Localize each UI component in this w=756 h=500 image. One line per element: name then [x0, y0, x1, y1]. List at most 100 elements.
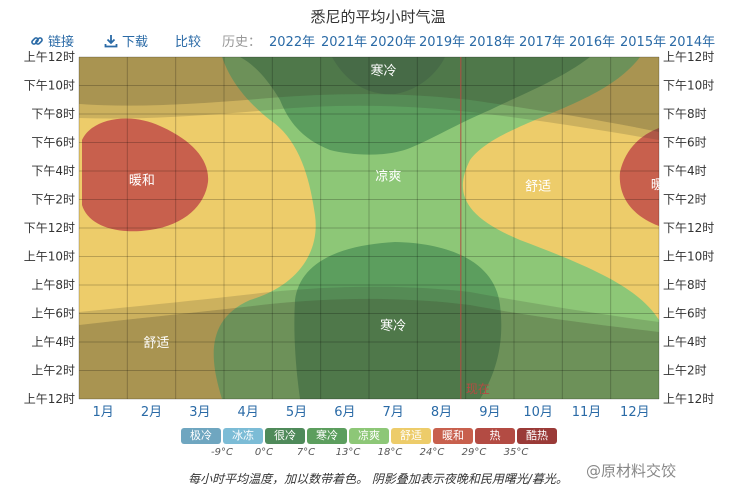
history-year-link[interactable]: 2016年 — [569, 35, 616, 50]
y-tick-label: 上午2时 — [31, 364, 75, 378]
x-tick-label: 4月 — [238, 405, 259, 420]
x-tick-label: 12月 — [620, 405, 650, 420]
band-warm-right — [619, 128, 659, 226]
y-tick-label: 下午4时 — [663, 164, 707, 178]
history-year-link[interactable]: 2021年 — [321, 35, 368, 50]
download-label: 下载 — [122, 35, 149, 50]
legend-threshold: 29°C — [461, 447, 487, 458]
history-year-link[interactable]: 2014年 — [669, 35, 716, 50]
history-year-link[interactable]: 2015年 — [620, 35, 667, 50]
legend-swatch: 极冷 — [181, 428, 221, 444]
history-year-link[interactable]: 2020年 — [370, 35, 417, 50]
y-tick-label: 上午12时 — [24, 50, 75, 64]
y-tick-label: 上午6时 — [663, 307, 707, 321]
x-tick-label: 5月 — [286, 405, 307, 420]
history-year-link[interactable]: 2022年 — [269, 35, 316, 50]
y-ticks-left: 上午12时上午2时上午4时上午6时上午8时上午10时下午12时下午2时下午4时下… — [24, 50, 75, 406]
x-tick-label: 3月 — [189, 405, 210, 420]
link-button[interactable]: 链接 — [30, 31, 74, 50]
y-tick-label: 上午4时 — [31, 335, 75, 349]
y-tick-label: 下午2时 — [663, 193, 707, 207]
y-tick-label: 下午10时 — [24, 79, 75, 93]
y-tick-label: 下午8时 — [31, 107, 75, 121]
y-tick-label: 下午10时 — [663, 79, 714, 93]
night-shade-top — [79, 57, 659, 132]
link-icon — [31, 37, 43, 45]
region-label: 凉爽 — [375, 169, 401, 184]
legend-swatch: 寒冷 — [307, 428, 347, 444]
now-marker-label: 现在 — [466, 382, 490, 396]
legend-threshold: 35°C — [503, 447, 529, 458]
download-button[interactable]: 下载 — [104, 31, 148, 50]
history-year-link[interactable]: 2018年 — [469, 35, 516, 50]
legend-threshold: -9°C — [211, 447, 233, 458]
legend-swatch: 热 — [475, 428, 515, 444]
legend-swatch: 冰冻 — [223, 428, 263, 444]
chart-caption: 每小时平均温度，加以数带着色。 阴影叠加表示夜晚和民用曙光/暮光。 — [188, 472, 568, 486]
y-tick-label: 上午8时 — [31, 278, 75, 292]
x-tick-label: 1月 — [93, 405, 114, 420]
y-tick-label: 下午12时 — [663, 221, 714, 235]
legend-threshold: 0°C — [254, 447, 274, 458]
history-year-link[interactable]: 2017年 — [519, 35, 566, 50]
y-tick-label: 上午2时 — [663, 364, 707, 378]
x-tick-label: 7月 — [383, 405, 404, 420]
link-label: 链接 — [48, 35, 75, 50]
legend-swatch: 舒适 — [391, 428, 431, 444]
y-tick-label: 下午8时 — [663, 107, 707, 121]
region-label: 舒适 — [525, 179, 551, 194]
y-tick-label: 下午4时 — [31, 164, 75, 178]
chart-toolbar: 链接 下载 比较 历史： 2022年 2021年 2020年 2019年 2018年 20… — [0, 31, 756, 51]
x-tick-label: 11月 — [572, 405, 602, 420]
legend-threshold: 24°C — [419, 447, 445, 458]
y-tick-label: 下午6时 — [663, 136, 707, 150]
region-label: 舒适 — [143, 336, 169, 351]
twilight-shade-bottom — [79, 286, 659, 332]
x-tick-label: 10月 — [523, 405, 553, 420]
x-tick-label: 2月 — [141, 405, 162, 420]
y-tick-label: 下午2时 — [31, 193, 75, 207]
region-label: 寒冷 — [380, 318, 406, 334]
region-label: 暖和 — [129, 174, 155, 189]
y-tick-label: 上午8时 — [663, 278, 707, 292]
chart-title: 悉尼的平均小时气温 — [310, 8, 446, 26]
legend-swatch: 凉爽 — [349, 428, 389, 444]
legend-swatch: 酷热 — [517, 428, 557, 444]
watermark: @原材料交饺 — [586, 462, 677, 480]
compare-button[interactable]: 比较 — [175, 35, 202, 50]
y-tick-label: 上午12时 — [663, 392, 714, 406]
temperature-legend: 极冷 冰冻 很冷 寒冷 凉爽 舒适 暖和热酷热 -9°C 0°C 7°C 13°C 18°C 24°C 2… — [0, 428, 756, 460]
region-label: 寒冷 — [370, 63, 396, 79]
band-cold-top — [240, 57, 590, 155]
y-tick-label: 下午12时 — [24, 221, 75, 235]
history-label: 历史： — [222, 35, 262, 50]
y-tick-label: 上午12时 — [24, 392, 75, 406]
y-tick-label: 上午12时 — [663, 50, 714, 64]
twilight-shade-top — [79, 94, 659, 140]
y-ticks-right: 上午12时上午2时上午4时上午6时上午8时上午10时下午12时下午2时下午4时下… — [663, 50, 714, 406]
legend-swatch: 很冷 — [265, 428, 305, 444]
band-warm-left — [82, 118, 209, 232]
region-label: 暖和 — [651, 178, 677, 193]
night-shade-bottom — [79, 298, 659, 399]
heatmap-bands — [79, 57, 659, 399]
legend-swatch: 暖和 — [433, 428, 473, 444]
legend-threshold: 18°C — [377, 447, 403, 458]
x-tick-label: 8月 — [431, 405, 452, 420]
x-ticks: 1月 2月 3月 4月 5月 6月 7月 8月 9月 10月 11月 12月 — [93, 405, 650, 420]
x-tick-label: 6月 — [334, 405, 355, 420]
x-tick-label: 9月 — [479, 405, 500, 420]
legend-threshold: 13°C — [335, 447, 361, 458]
legend-threshold: 7°C — [296, 447, 316, 458]
y-tick-label: 上午4时 — [663, 335, 707, 349]
history-year-link[interactable]: 2019年 — [419, 35, 466, 50]
y-tick-label: 上午10时 — [24, 250, 75, 264]
y-tick-label: 上午6时 — [31, 307, 75, 321]
band-cold-bottom — [294, 242, 502, 399]
band-very-cold — [332, 57, 445, 95]
y-tick-label: 上午10时 — [663, 250, 714, 264]
download-icon — [104, 35, 118, 48]
y-tick-label: 下午6时 — [31, 136, 75, 150]
